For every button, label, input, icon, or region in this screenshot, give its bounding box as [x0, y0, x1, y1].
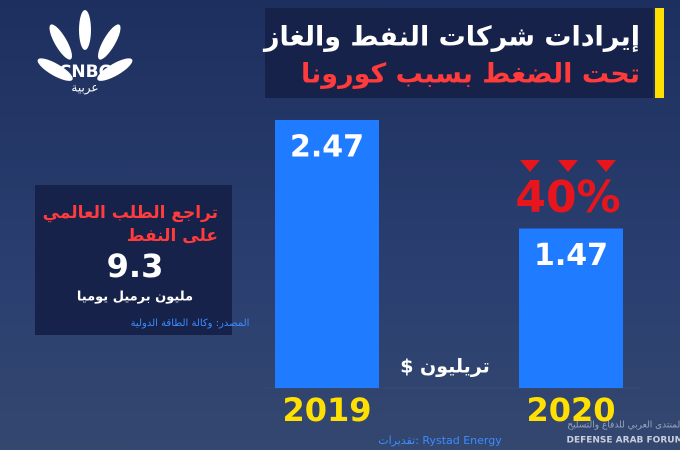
decline-annotation: 40% — [515, 172, 620, 223]
source: تقديرات: Rystad Energy — [378, 434, 502, 447]
side-title: تراجع الطلب العالمي — [43, 203, 218, 223]
watermark: DEFENSE ARAB FORUM — [566, 436, 680, 446]
bar — [275, 120, 379, 388]
bar — [519, 228, 623, 388]
logo-sub: عربية — [71, 81, 98, 96]
chart-title: إيرادات شركات النفط والغاز — [262, 22, 640, 53]
title-box — [265, 8, 653, 98]
x-tick-label: 2019 — [282, 391, 371, 429]
decline-markers — [520, 160, 616, 172]
logo: CNBC عربية — [37, 10, 133, 96]
title-accent — [655, 8, 664, 98]
unit-label: تريليون $ — [400, 356, 490, 378]
logo-text: CNBC — [59, 62, 111, 82]
chart-subtitle: تحت الضغط بسبب كورونا — [301, 59, 640, 90]
side-box — [35, 185, 232, 335]
side-title: على النفط — [127, 226, 218, 246]
value-label: 1.47 — [534, 238, 608, 273]
side-source: المصدر: وكالة الطاقة الدولية — [131, 318, 250, 329]
x-tick-label: 2020 — [526, 391, 615, 429]
side-unit: مليون برميل يوميا — [77, 290, 193, 305]
watermark: المنتدى العربي للدفاع والتسليح — [567, 421, 680, 431]
value-label: 2.47 — [290, 130, 364, 165]
side-value: 9.3 — [107, 247, 164, 285]
